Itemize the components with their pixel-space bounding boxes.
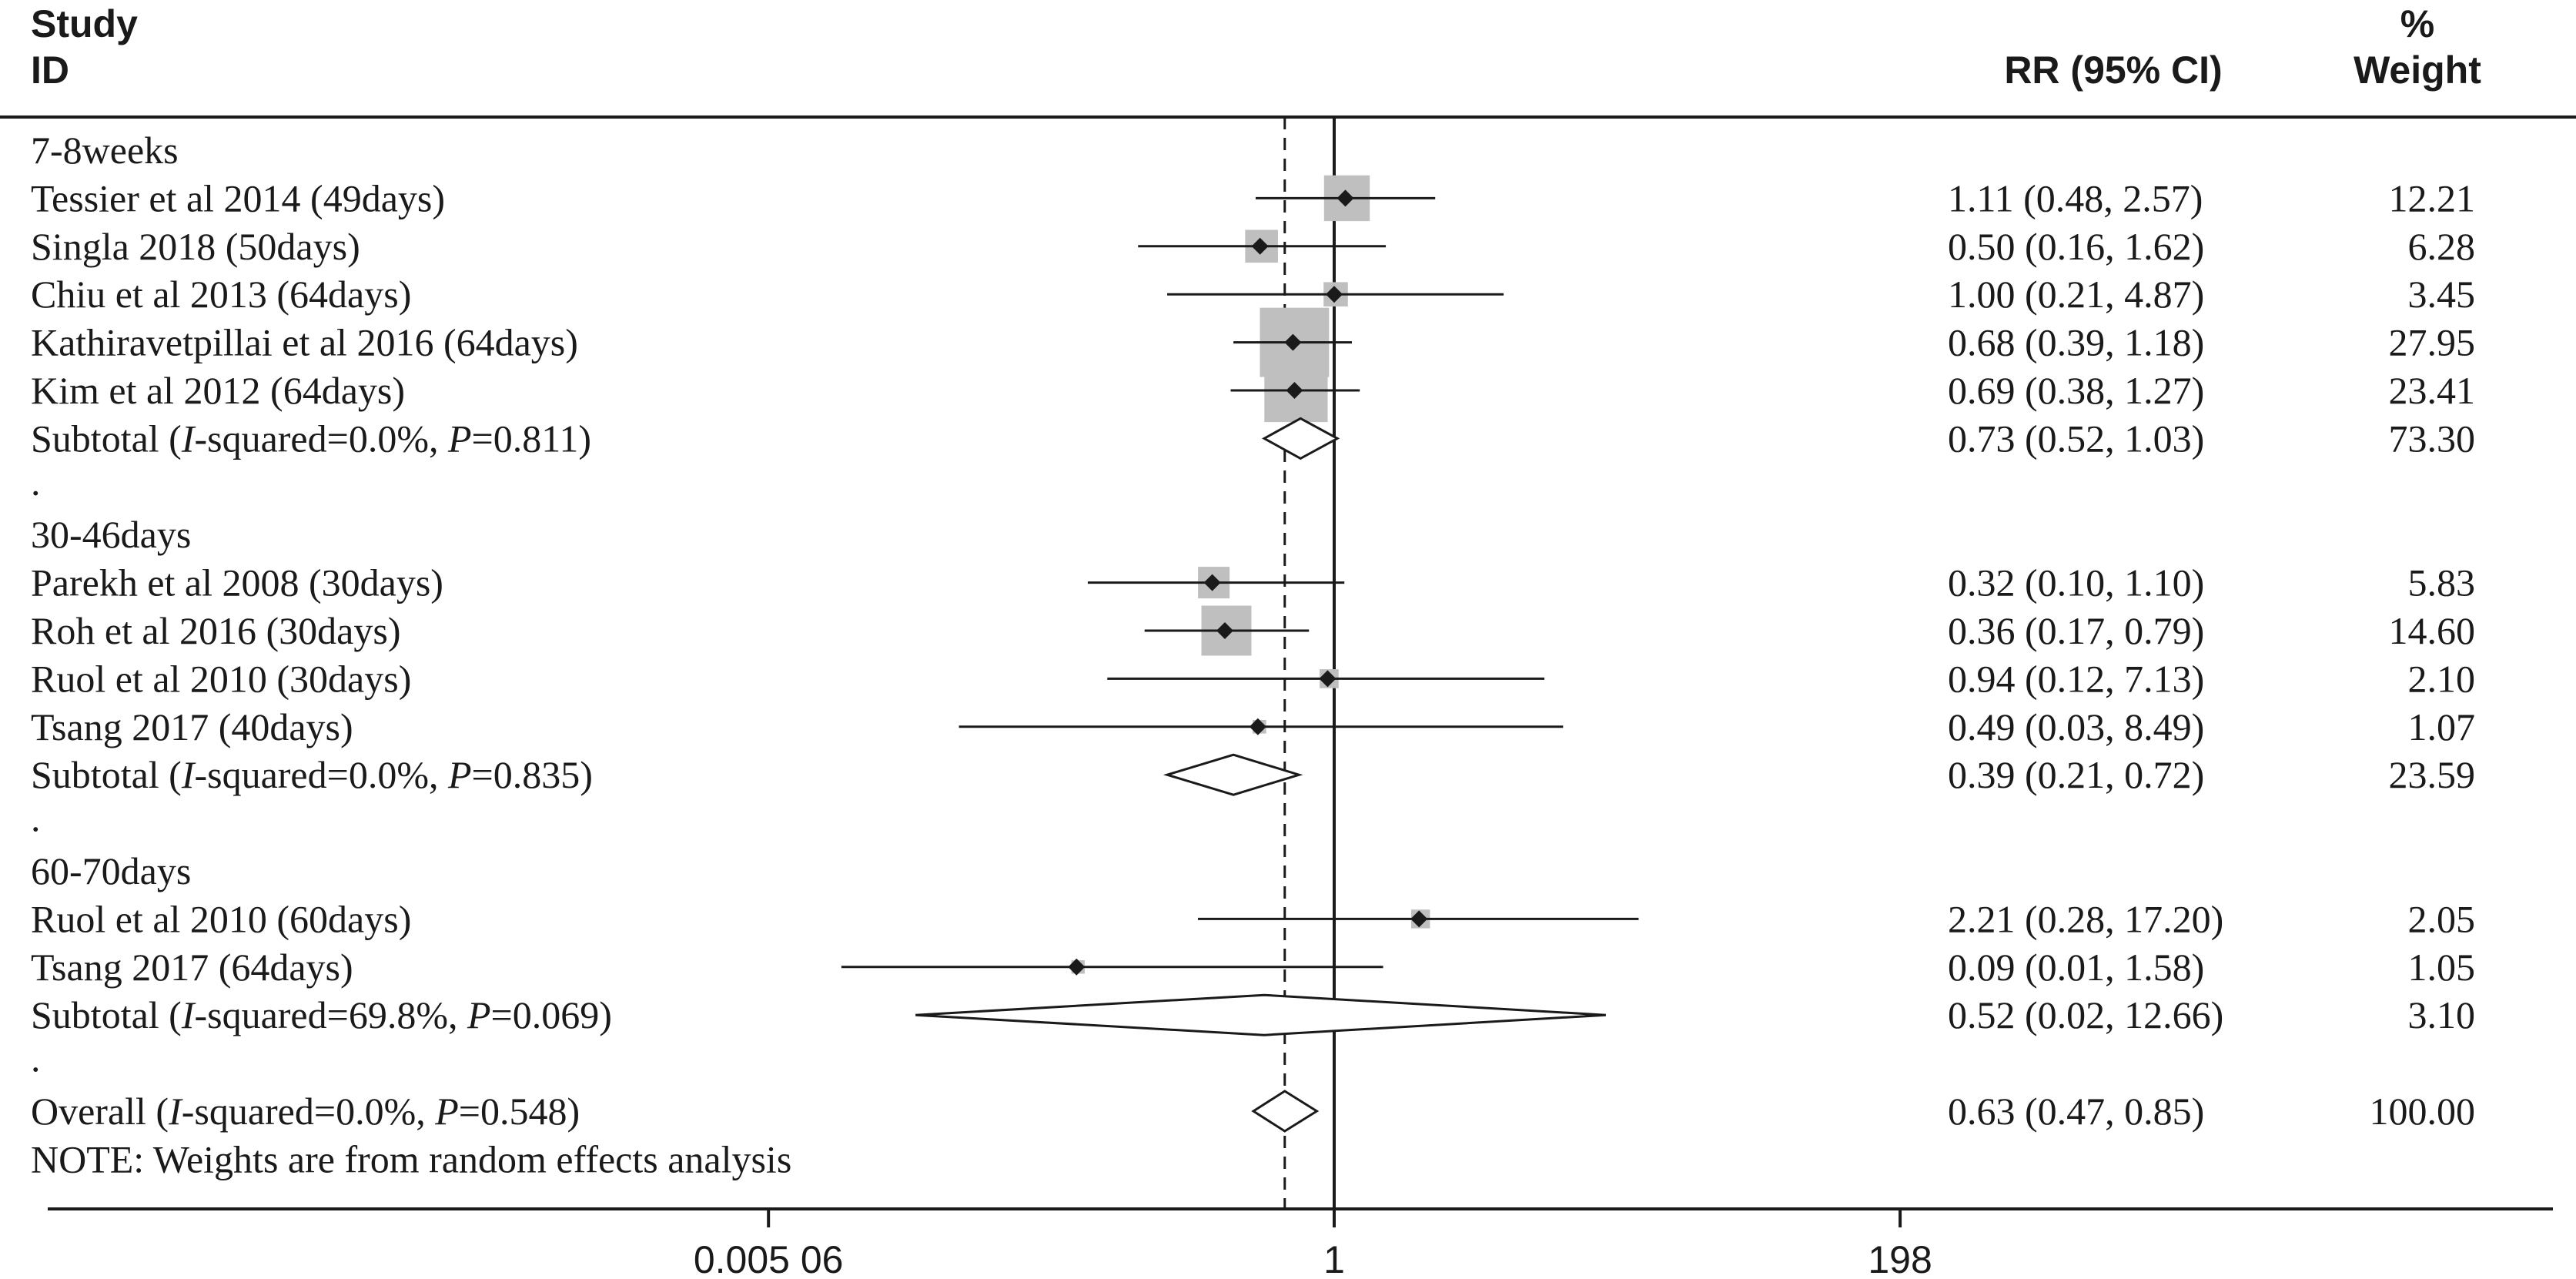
subtotal-weight: 73.30	[2389, 417, 2476, 460]
point-estimate-marker	[1203, 574, 1221, 591]
point-estimate-marker	[1284, 333, 1302, 351]
study-rr-ci: 1.11 (0.48, 2.57)	[1948, 176, 2203, 219]
subtotal-diamond	[1261, 417, 1340, 460]
spacer-dot: .	[31, 1037, 41, 1080]
header-study-label: Study	[31, 2, 138, 45]
study-rr-ci: 0.68 (0.39, 1.18)	[1948, 321, 2204, 364]
study-rr-ci: 0.36 (0.17, 0.79)	[1948, 609, 2204, 652]
subgroup-label: 7-8weeks	[31, 129, 179, 172]
subtotal-label: Subtotal (I-squared=69.8%, P=0.069)	[31, 993, 612, 1036]
point-estimate-marker	[1319, 670, 1337, 688]
study-label: Ruol et al 2010 (60days)	[31, 897, 411, 940]
study-label: Singla 2018 (50days)	[31, 225, 360, 268]
x-tick-label: 0.005 06	[694, 1238, 844, 1279]
header-id-label: ID	[31, 49, 69, 92]
subtotal-rr-ci: 0.73 (0.52, 1.03)	[1948, 417, 2204, 460]
study-label: Kathiravetpillai et al 2016 (64days)	[31, 321, 578, 364]
study-weight: 12.21	[2389, 176, 2476, 219]
study-label: Kim et al 2012 (64days)	[31, 369, 405, 412]
point-estimate-marker	[1337, 189, 1354, 207]
subtotal-label: Subtotal (I-squared=0.0%, P=0.835)	[31, 753, 593, 796]
point-estimate-marker	[1216, 622, 1233, 639]
header-rr-label: RR (95% CI)	[2004, 49, 2222, 92]
subgroup-label: 30-46days	[31, 513, 191, 556]
study-label: Parekh et al 2008 (30days)	[31, 561, 443, 604]
overall-label: Overall (I-squared=0.0%, P=0.548)	[31, 1090, 580, 1133]
point-estimate-marker	[1286, 382, 1303, 399]
study-weight: 27.95	[2389, 321, 2476, 364]
study-weight: 2.05	[2408, 897, 2476, 940]
study-label: Tsang 2017 (64days)	[31, 946, 353, 989]
study-rr-ci: 0.09 (0.01, 1.58)	[1948, 946, 2204, 989]
x-tick-label: 1	[1323, 1238, 1345, 1279]
study-label: Tsang 2017 (40days)	[31, 705, 353, 748]
study-rr-ci: 0.32 (0.10, 1.10)	[1948, 561, 2204, 604]
subgroup-label: 60-70days	[31, 849, 191, 892]
study-rr-ci: 0.94 (0.12, 7.13)	[1948, 657, 2204, 700]
study-weight: 2.10	[2408, 657, 2476, 700]
study-weight: 14.60	[2389, 609, 2476, 652]
subtotal-rr-ci: 0.52 (0.02, 12.66)	[1948, 993, 2223, 1036]
study-rr-ci: 1.00 (0.21, 4.87)	[1948, 273, 2204, 316]
study-label: Tessier et al 2014 (49days)	[31, 176, 445, 219]
point-estimate-marker	[1410, 910, 1428, 928]
overall-rr-ci: 0.63 (0.47, 0.85)	[1948, 1090, 2204, 1133]
subtotal-diamond	[1163, 753, 1303, 796]
point-estimate-marker	[1251, 237, 1269, 255]
subtotal-weight: 3.10	[2408, 993, 2476, 1036]
header-percent-label: %	[2400, 2, 2434, 45]
subtotal-diamond	[915, 993, 1606, 1036]
point-estimate-marker	[1068, 958, 1086, 976]
study-rr-ci: 0.69 (0.38, 1.27)	[1948, 369, 2204, 412]
study-rr-ci: 0.50 (0.16, 1.62)	[1948, 225, 2204, 268]
overall-weight: 100.00	[2370, 1090, 2476, 1133]
x-axis: 0.005 06 1 198	[48, 1207, 2553, 1279]
study-label: Roh et al 2016 (30days)	[31, 609, 400, 652]
subtotal-rr-ci: 0.39 (0.21, 0.72)	[1948, 753, 2204, 796]
footnote: NOTE: Weights are from random effects an…	[31, 1137, 791, 1180]
study-weight: 3.45	[2408, 273, 2476, 316]
overall-diamond	[1251, 1090, 1320, 1133]
study-weight: 23.41	[2389, 369, 2476, 412]
study-weight: 6.28	[2408, 225, 2476, 268]
point-estimate-marker	[1326, 286, 1343, 303]
study-weight: 5.83	[2408, 561, 2476, 604]
study-label: Ruol et al 2010 (30days)	[31, 657, 411, 700]
x-tick-label: 198	[1868, 1238, 1932, 1279]
study-weight: 1.07	[2408, 705, 2476, 748]
study-rr-ci: 0.49 (0.03, 8.49)	[1948, 705, 2204, 748]
subtotal-weight: 23.59	[2389, 753, 2476, 796]
subtotal-label: Subtotal (I-squared=0.0%, P=0.811)	[31, 417, 591, 460]
study-weight: 1.05	[2408, 946, 2476, 989]
spacer-dot: .	[31, 460, 41, 504]
study-label: Chiu et al 2013 (64days)	[31, 273, 411, 316]
point-estimate-marker	[1249, 718, 1266, 735]
header-weight-label: Weight	[2354, 49, 2481, 92]
spacer-dot: .	[31, 797, 41, 840]
study-rr-ci: 2.21 (0.28, 17.20)	[1948, 897, 2223, 940]
